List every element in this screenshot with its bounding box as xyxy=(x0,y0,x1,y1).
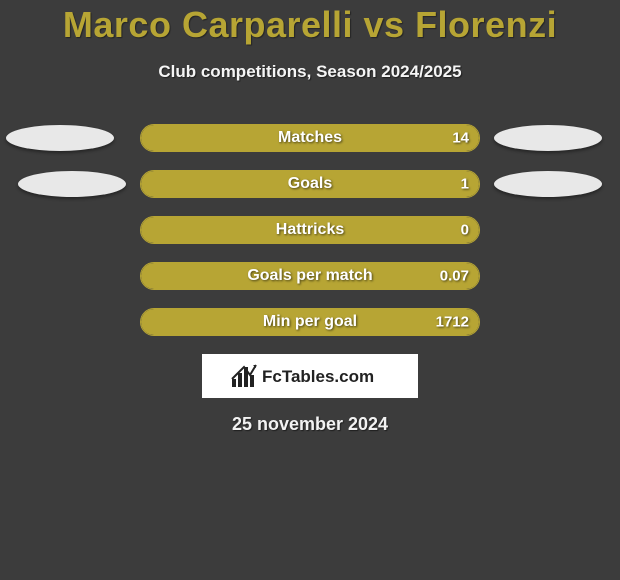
page-subtitle: Club competitions, Season 2024/2025 xyxy=(0,62,620,82)
stat-label: Matches xyxy=(278,129,342,147)
stat-label: Min per goal xyxy=(263,313,357,331)
stat-row: Goals per match 0.07 xyxy=(0,262,620,290)
stat-label: Goals per match xyxy=(247,267,372,285)
stat-value: 0.07 xyxy=(440,268,469,285)
stat-bar: Goals per match 0.07 xyxy=(140,262,480,290)
player-photo-left xyxy=(6,125,114,151)
snapshot-date: 25 november 2024 xyxy=(0,414,620,435)
stat-value: 1 xyxy=(461,176,469,193)
player-photo-right xyxy=(494,125,602,151)
brand-text: FcTables.com xyxy=(262,367,374,386)
stat-row: Goals 1 xyxy=(0,170,620,198)
stat-bar: Goals 1 xyxy=(140,170,480,198)
stat-value: 14 xyxy=(452,130,469,147)
page-title: Marco Carparelli vs Florenzi xyxy=(0,4,620,46)
player-photo-right xyxy=(494,171,602,197)
stat-row: Min per goal 1712 xyxy=(0,308,620,336)
stat-bar: Matches 14 xyxy=(140,124,480,152)
stat-row: Matches 14 xyxy=(0,124,620,152)
stat-label: Goals xyxy=(288,175,332,193)
page-root: Marco Carparelli vs Florenzi Club compet… xyxy=(0,0,620,435)
player-photo-left xyxy=(18,171,126,197)
brand-logo[interactable]: FcTables.com xyxy=(202,354,418,398)
stat-bar: Min per goal 1712 xyxy=(140,308,480,336)
stat-row: Hattricks 0 xyxy=(0,216,620,244)
stat-value: 1712 xyxy=(436,314,469,331)
stat-bar: Hattricks 0 xyxy=(140,216,480,244)
stat-label: Hattricks xyxy=(276,221,344,239)
stat-value: 0 xyxy=(461,222,469,239)
stats-rows: Matches 14 Goals 1 Hattricks 0 xyxy=(0,124,620,336)
fctables-logo-icon: FcTables.com xyxy=(230,361,390,391)
